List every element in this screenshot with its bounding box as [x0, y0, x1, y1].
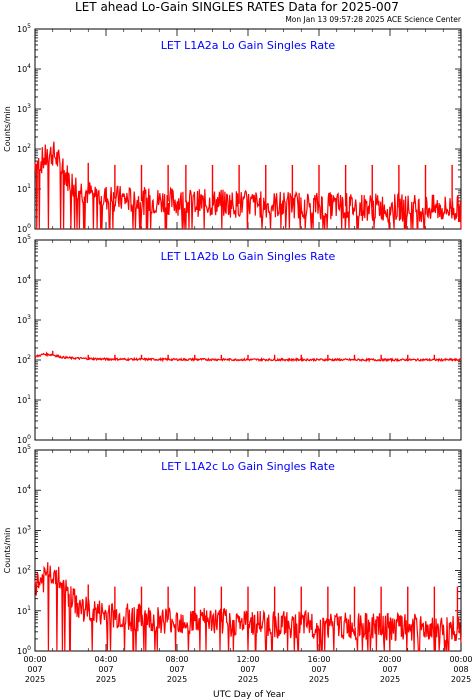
x-tick-label: 2025 — [309, 675, 329, 684]
y-axis-title: Counts/min — [3, 528, 12, 574]
x-tick-label: 16:00 — [307, 655, 330, 664]
panel-title: LET L1A2b Lo Gain Singles Rate — [161, 250, 336, 263]
x-tick-label: 2025 — [167, 675, 187, 684]
x-tick-label: 2025 — [96, 675, 116, 684]
y-tick-label: 104 — [17, 274, 31, 285]
x-tick-label: 20:00 — [378, 655, 401, 664]
panel-3: 100 101 102 103 104 105 Counts/min LET L1A2c Lo… — [3, 444, 462, 656]
y-tick-label: 104 — [17, 484, 31, 495]
y-tick-label: 105 — [17, 23, 31, 34]
panel-2: 100 101 102 103 104 105 LET L1A2b Lo Gain Sing… — [17, 234, 462, 445]
plot-frame — [34, 239, 462, 441]
y-tick-label: 100 — [17, 223, 31, 234]
x-tick-label: 008 — [453, 665, 468, 674]
panel-title: LET L1A2a Lo Gain Singles Rate — [161, 39, 336, 52]
x-tick-label: 007 — [382, 665, 397, 674]
y-tick-label: 103 — [17, 103, 31, 114]
y-tick-label: 101 — [17, 394, 31, 405]
panel-title: LET L1A2c Lo Gain Singles Rate — [161, 460, 335, 473]
y-tick-label: 105 — [17, 234, 31, 245]
figure-title: LET ahead Lo-Gain SINGLES RATES Data for… — [75, 0, 399, 14]
x-tick-label: 08:00 — [165, 655, 188, 664]
y-tick-label: 101 — [17, 183, 31, 194]
y-tick-label: 102 — [17, 354, 31, 365]
x-tick-label: 12:00 — [236, 655, 259, 664]
y-tick-label: 102 — [17, 143, 31, 154]
x-tick-label: 04:00 — [94, 655, 117, 664]
x-tick-label: 007 — [27, 665, 42, 674]
x-tick-label: 2025 — [25, 675, 45, 684]
panels-group: 100 101 102 103 104 105 Counts/min LET L1A2a Lo… — [3, 23, 473, 684]
x-axis-title: UTC Day of Year — [213, 690, 285, 700]
y-axis-title: Counts/min — [3, 106, 12, 152]
y-tick-label: 105 — [17, 444, 31, 455]
x-tick-label: 007 — [240, 665, 255, 674]
panel-1: 100 101 102 103 104 105 Counts/min LET L1A2a Lo… — [3, 23, 462, 234]
generation-timestamp: Mon Jan 13 09:57:28 2025 ACE Science Cen… — [285, 15, 462, 24]
x-tick-label: 2025 — [380, 675, 400, 684]
x-tick-label: 007 — [98, 665, 113, 674]
x-tick-label: 2025 — [238, 675, 258, 684]
y-tick-label: 100 — [17, 645, 31, 656]
x-tick-labels: 00:00007202504:00007202508:00007202512:0… — [23, 655, 472, 684]
y-tick-label: 101 — [17, 605, 31, 616]
x-tick-label: 00:00 — [449, 655, 472, 664]
y-tick-label: 103 — [17, 524, 31, 535]
x-tick-label: 007 — [311, 665, 326, 674]
y-tick-label: 103 — [17, 314, 31, 325]
x-tick-label: 2025 — [451, 675, 471, 684]
y-tick-label: 104 — [17, 63, 31, 74]
x-tick-label: 007 — [169, 665, 184, 674]
y-tick-label: 100 — [17, 434, 31, 445]
series-line — [34, 141, 462, 230]
x-tick-label: 00:00 — [23, 655, 46, 664]
series-line — [34, 562, 462, 652]
y-tick-label: 102 — [17, 565, 31, 576]
